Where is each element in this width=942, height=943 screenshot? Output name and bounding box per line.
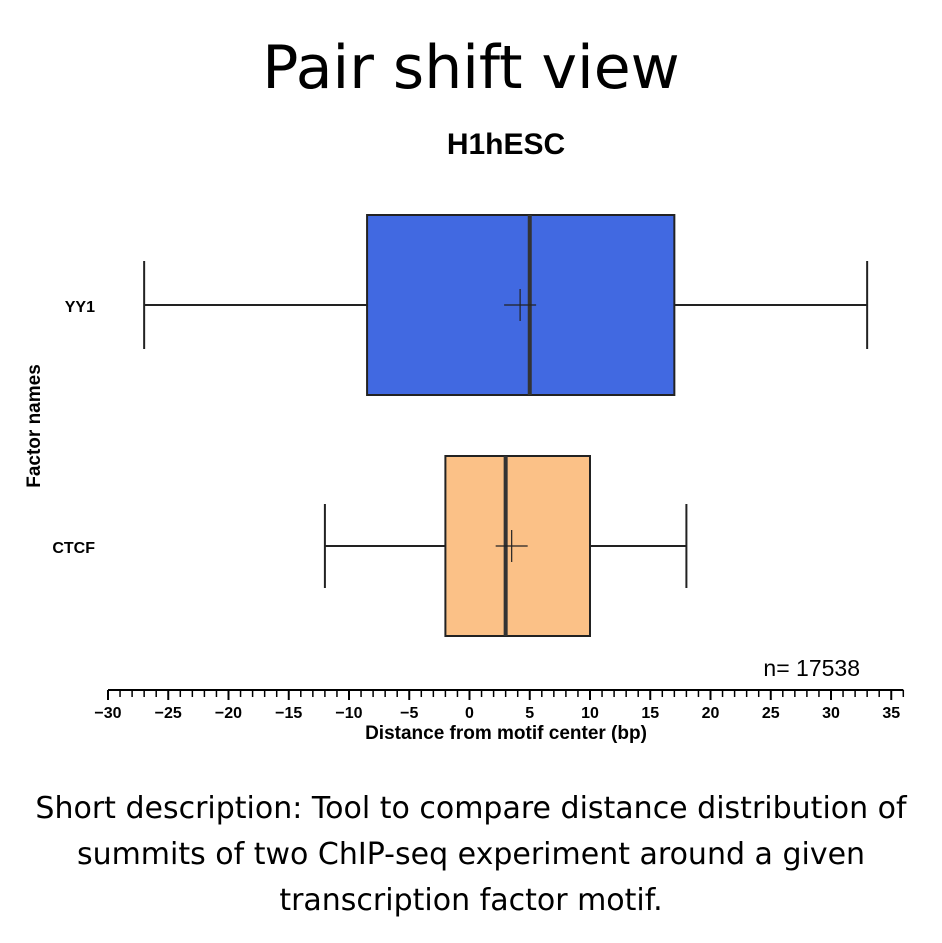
boxplot-chart: H1hESC Factor names YY1 CTCF n= 17538 −30… <box>24 128 905 744</box>
x-tick-label: −30 <box>94 705 121 722</box>
slide-title: Pair shift view <box>262 33 680 103</box>
box-ctcf: CTCF <box>52 455 688 637</box>
yy1-category-label: YY1 <box>65 299 95 316</box>
x-axis: −30 −25 −20 −15 −10 −5 0 5 10 15 20 25 30 35 <box>94 689 905 722</box>
boxes-group: YY1 CTCF <box>52 214 869 637</box>
x-tick-label: 20 <box>702 705 720 722</box>
x-tick-label: −5 <box>400 705 418 722</box>
x-tick-label: −25 <box>155 705 182 722</box>
x-tick-label: 10 <box>581 705 599 722</box>
y-axis-label: Factor names <box>24 364 45 488</box>
x-tick-label: 25 <box>762 705 780 722</box>
x-tick-label: 15 <box>641 705 659 722</box>
x-axis-label: Distance from motif center (bp) <box>365 723 647 744</box>
x-tick-label: −10 <box>335 705 362 722</box>
x-tick-label: 0 <box>465 705 474 722</box>
slide-description: Short description: Tool to compare dista… <box>35 791 907 918</box>
n-annotation: n= 17538 <box>763 655 860 681</box>
chart-title: H1hESC <box>447 128 565 161</box>
x-tick-label: −20 <box>215 705 242 722</box>
ctcf-category-label: CTCF <box>52 540 95 557</box>
x-tick-label: 35 <box>882 705 900 722</box>
box-yy1: YY1 <box>65 214 869 396</box>
x-tick-label: 5 <box>525 705 534 722</box>
x-tick-label: 30 <box>822 705 840 722</box>
x-tick-label: −15 <box>275 705 302 722</box>
